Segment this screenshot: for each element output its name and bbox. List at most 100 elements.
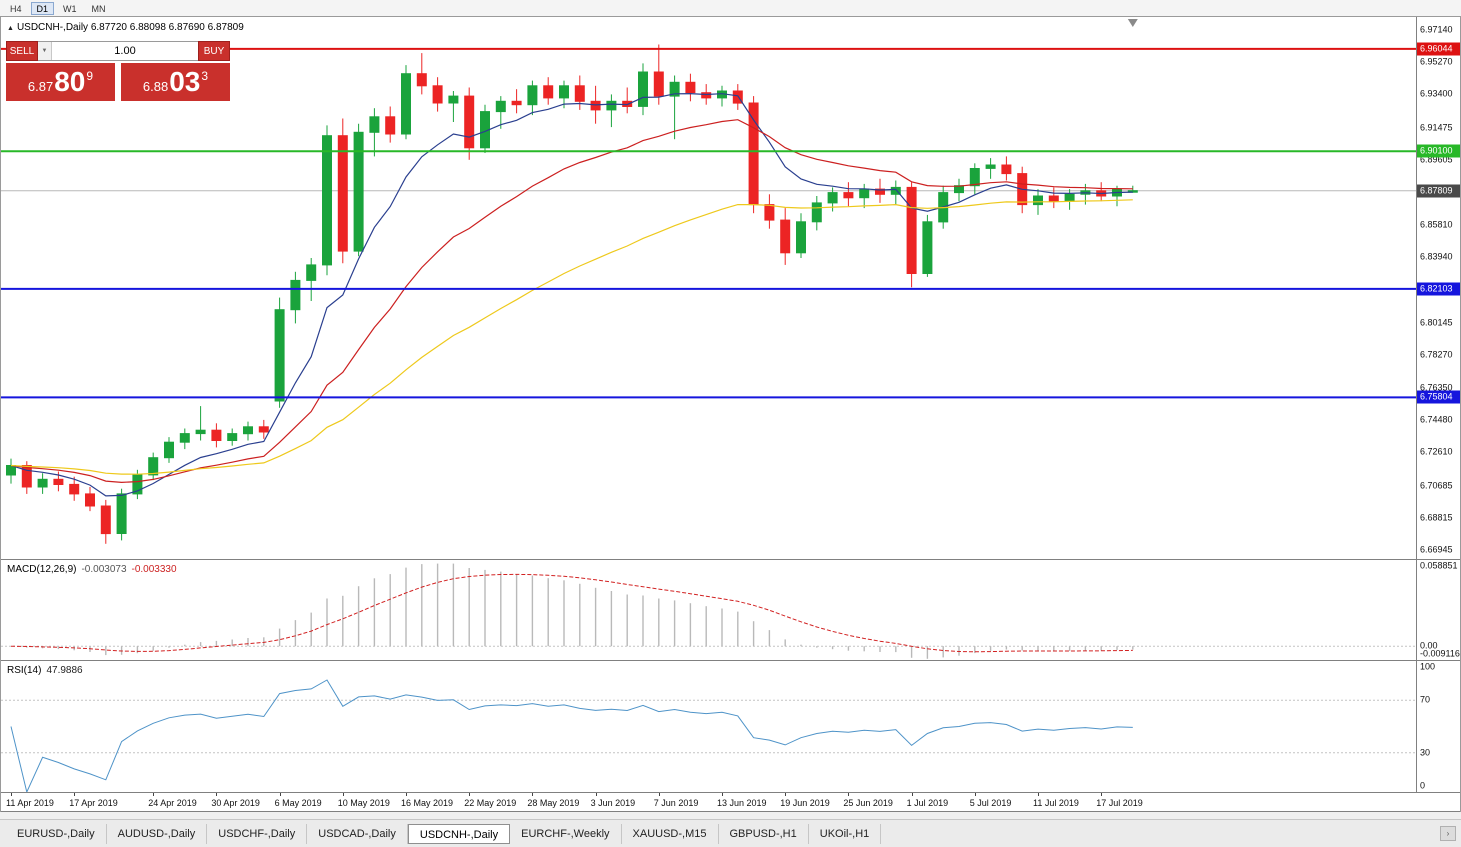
price-tick-label: 6.83940 (1420, 251, 1453, 262)
rsi-axis[interactable]: 100 70 30 0 (1416, 661, 1460, 792)
volume-input[interactable] (52, 42, 198, 60)
rsi-name: RSI(14) (7, 665, 42, 676)
time-tick-mark (216, 793, 218, 796)
rsi-canvas[interactable] (1, 661, 1416, 792)
sell-price-display[interactable]: 6.87 80 9 (6, 63, 115, 101)
time-tick-mark (11, 793, 12, 796)
time-tick-label: 17 Apr 2019 (69, 798, 118, 808)
time-tick-mark (595, 793, 597, 796)
chart-tab-eurchf[interactable]: EURCHF-,Weekly (510, 823, 622, 844)
time-tick-label: 28 May 2019 (527, 798, 580, 808)
main-chart-pane: 6.97140 6.95270 6.93400 6.91475 6.89605 6.858… (1, 17, 1460, 560)
time-tick-label: 24 Apr 2019 (148, 798, 197, 808)
chart-tab-usdcnh[interactable]: USDCNH-,Daily (407, 823, 511, 844)
chart-title: ▲ USDCNH-,Daily 6.87720 6.88098 6.87690 6… (7, 22, 244, 33)
macd-value-signal: -0.003330 (131, 564, 177, 575)
timeframe-button-w1[interactable]: W1 (63, 3, 77, 14)
macd-value-main: -0.003073 (81, 564, 127, 575)
chart-tab-eurusd[interactable]: EURUSD-,Daily (6, 823, 107, 844)
time-tick-label: 17 Jul 2019 (1096, 798, 1143, 808)
main-chart-canvas[interactable] (1, 17, 1416, 559)
chart-tab-ukoil[interactable]: UKOil-,H1 (809, 823, 882, 844)
rsi-axis-label: 0 (1420, 780, 1426, 791)
rsi-indicator-pane: 100 70 30 0 RSI(14) 47.9886 (1, 661, 1460, 793)
time-tick-mark (469, 793, 471, 796)
time-tick-mark (658, 793, 660, 796)
chart-tab-gbpusd[interactable]: GBPUSD-,H1 (719, 823, 809, 844)
rsi-axis-label: 30 (1420, 747, 1431, 758)
rsi-axis-label: 70 (1420, 694, 1431, 705)
time-tick-mark (848, 793, 850, 796)
buy-price-display[interactable]: 6.88 03 3 (121, 63, 230, 101)
time-tick-mark (911, 793, 913, 796)
level-price-badge: 6.82103 (1417, 282, 1460, 296)
time-tick-mark (722, 793, 723, 796)
time-tick-mark (532, 793, 534, 796)
macd-axis-label: 0.00 (1420, 640, 1438, 651)
chart-tab-audusd[interactable]: AUDUSD-,Daily (107, 823, 208, 844)
level-price-badge: 6.75804 (1417, 390, 1460, 404)
time-tick-label: 3 Jun 2019 (590, 798, 636, 808)
price-tick-label: 6.70685 (1420, 480, 1453, 491)
time-axis[interactable]: 11 Apr 2019 17 Apr 2019 24 Apr 2019 30 Apr … (1, 793, 1460, 812)
sell-button[interactable]: SELL (6, 41, 38, 61)
expand-arrow-icon: ▲ (7, 25, 14, 32)
price-tick-label: 6.78270 (1420, 349, 1453, 360)
time-tick-label: 7 Jun 2019 (653, 798, 699, 808)
chart-tab-xauusd[interactable]: XAUUSD-,M15 (622, 823, 719, 844)
volume-dropdown-icon[interactable]: ▼ (38, 42, 52, 60)
price-tick-label: 6.95270 (1420, 56, 1453, 67)
time-tick-mark (1101, 793, 1103, 796)
level-price-badge: 6.90100 (1417, 144, 1460, 158)
macd-label: MACD(12,26,9) -0.003073 -0.003330 (7, 564, 177, 575)
time-tick-label: 5 Jul 2019 (969, 798, 1012, 808)
time-tick-label: 30 Apr 2019 (211, 798, 260, 808)
chart-tab-usdcad[interactable]: USDCAD-,Daily (307, 823, 408, 844)
status-strip (0, 812, 1461, 820)
chart-window: 6.97140 6.95270 6.93400 6.91475 6.89605 6.858… (0, 17, 1461, 812)
time-tick-mark (406, 793, 407, 796)
timeframe-button-mn[interactable]: MN (91, 3, 106, 14)
price-tick-label: 6.89605 (1420, 154, 1453, 165)
chart-tab-usdchf[interactable]: USDCHF-,Daily (207, 823, 308, 844)
level-price-badge: 6.96044 (1417, 42, 1460, 56)
price-tick-label: 6.85810 (1420, 219, 1453, 230)
buy-price-head: 6.88 (142, 79, 169, 94)
one-click-trade-widget: SELL ▼ BUY 6.87 80 9 6.88 03 3 (6, 41, 230, 101)
price-tick-label: 6.97140 (1420, 24, 1453, 35)
time-tick-mark (279, 793, 281, 796)
time-tick-mark (74, 793, 76, 796)
macd-axis-label: -0.009116 (1420, 648, 1460, 659)
time-tick-label: 22 May 2019 (464, 798, 517, 808)
macd-axis[interactable]: 0.058851 0.00 -0.009116 (1416, 560, 1460, 660)
price-tick-label: 6.91475 (1420, 122, 1453, 133)
chart-tabs-bar: EURUSD-,Daily AUDUSD-,Daily USDCHF-,Daily U… (0, 820, 1461, 847)
sell-price-head: 6.87 (27, 79, 54, 94)
time-tick-mark (153, 793, 155, 796)
timeframe-button-h4[interactable]: H4 (10, 3, 22, 14)
buy-price-big: 03 (169, 66, 201, 97)
time-tick-mark (342, 793, 344, 796)
price-tick-label: 6.74480 (1420, 414, 1453, 425)
tab-scroll-button[interactable]: › (1440, 826, 1456, 841)
price-tick-label: 6.76350 (1420, 382, 1453, 393)
price-axis[interactable]: 6.97140 6.95270 6.93400 6.91475 6.89605 6.858… (1416, 17, 1460, 559)
time-tick-label: 19 Jun 2019 (780, 798, 830, 808)
sell-price-big: 80 (54, 66, 86, 97)
time-tick-mark (1038, 793, 1039, 796)
buy-price-sup: 3 (201, 69, 209, 83)
time-tick-label: 11 Jul 2019 (1033, 798, 1079, 808)
timeframe-button-d1[interactable]: D1 (30, 1, 55, 15)
time-tick-label: 16 May 2019 (401, 798, 454, 808)
macd-canvas[interactable] (1, 560, 1416, 660)
buy-button[interactable]: BUY (198, 41, 230, 61)
time-tick-label: 6 May 2019 (274, 798, 322, 808)
time-tick-label: 1 Jul 2019 (906, 798, 949, 808)
macd-indicator-pane: 0.058851 0.00 -0.009116 MACD(12,26,9) -0.00… (1, 560, 1460, 661)
sell-price-sup: 9 (86, 69, 94, 83)
timeframe-toolbar: H4 D1 W1 MN (0, 0, 1461, 17)
time-tick-label: 10 May 2019 (337, 798, 390, 808)
price-tick-label: 6.68815 (1420, 512, 1453, 523)
chart-title-text: USDCNH-,Daily 6.87720 6.88098 6.87690 6.… (16, 22, 244, 33)
price-tick-label: 6.80145 (1420, 317, 1453, 328)
